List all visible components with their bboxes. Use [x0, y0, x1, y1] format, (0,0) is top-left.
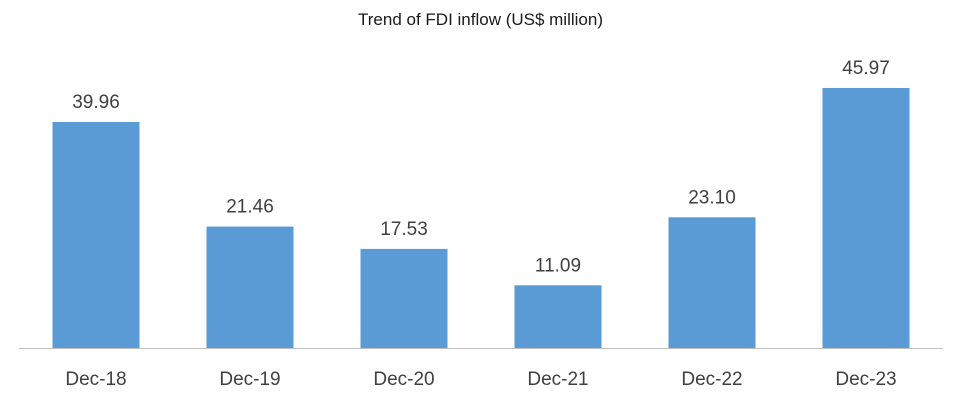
bar-dec-21	[514, 285, 602, 348]
bar-dec-18	[52, 122, 140, 348]
data-label-dec-18: 39.96	[72, 92, 120, 113]
bar-dec-22	[668, 217, 756, 348]
data-label-dec-19: 21.46	[226, 197, 274, 218]
bar-dec-19	[206, 226, 294, 348]
bar-dec-23	[822, 88, 910, 348]
x-tick-label-dec-22: Dec-22	[681, 369, 742, 390]
data-label-dec-23: 45.97	[842, 58, 890, 79]
x-tick-label-dec-18: Dec-18	[65, 369, 126, 390]
x-tick-label-dec-20: Dec-20	[373, 369, 434, 390]
data-label-dec-20: 17.53	[380, 219, 428, 240]
chart-title: Trend of FDI inflow (US$ million)	[358, 10, 603, 29]
x-tick-label-dec-23: Dec-23	[835, 369, 896, 390]
data-label-dec-21: 11.09	[535, 255, 581, 276]
x-tick-label-dec-21: Dec-21	[527, 369, 588, 390]
x-tick-label-dec-19: Dec-19	[219, 369, 280, 390]
data-label-dec-22: 23.10	[688, 187, 736, 208]
bar-dec-20	[360, 248, 448, 348]
